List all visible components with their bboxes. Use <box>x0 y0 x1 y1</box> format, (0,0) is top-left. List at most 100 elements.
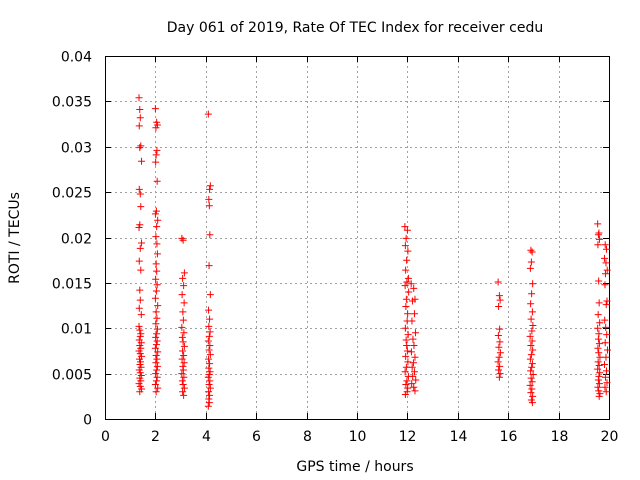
data-point <box>602 388 610 396</box>
data-point <box>152 260 160 268</box>
y-axis-label: ROTI / TECUs <box>7 192 23 284</box>
data-point <box>151 210 159 218</box>
data-point <box>206 315 214 323</box>
data-point <box>595 372 603 380</box>
data-point <box>595 277 603 285</box>
y-tick-label: 0.01 <box>61 322 92 338</box>
data-point <box>206 384 214 392</box>
data-point <box>601 281 609 289</box>
data-point <box>401 242 409 250</box>
data-point <box>180 342 188 350</box>
data-point <box>154 384 162 392</box>
data-point <box>408 297 416 305</box>
data-point <box>153 314 161 322</box>
data-point <box>136 296 144 304</box>
data-point <box>137 266 145 274</box>
data-point <box>403 377 411 385</box>
data-point <box>178 377 186 385</box>
data-point <box>136 286 144 294</box>
data-point <box>596 353 604 361</box>
data-point <box>494 332 502 340</box>
data-point <box>603 266 611 274</box>
data-point <box>179 236 187 244</box>
data-point <box>151 294 159 302</box>
data-point <box>411 329 419 337</box>
data-point <box>135 185 143 193</box>
data-point <box>205 388 213 396</box>
data-point <box>180 282 188 290</box>
data-point <box>153 146 161 154</box>
data-point <box>136 114 144 122</box>
data-point <box>527 315 535 323</box>
data-point <box>152 151 160 159</box>
data-point <box>404 384 412 392</box>
data-point <box>600 254 608 262</box>
x-axis-tick-labels: 0 2 4 6 8 10 12 14 16 18 20 <box>101 429 618 445</box>
data-point <box>595 299 603 307</box>
data-point <box>206 360 214 368</box>
data-point <box>602 245 610 253</box>
data-point <box>529 371 537 379</box>
data-point <box>205 332 213 340</box>
data-point <box>135 322 143 330</box>
data-point <box>528 363 536 371</box>
data-point <box>410 341 418 349</box>
data-point <box>595 349 603 357</box>
data-point <box>529 346 537 354</box>
data-point <box>410 284 418 292</box>
data-point <box>595 340 603 348</box>
data-point <box>136 244 144 252</box>
data-point <box>204 402 212 410</box>
data-point <box>153 281 161 289</box>
data-point <box>407 280 415 288</box>
data-point <box>180 373 188 381</box>
chart-title: Day 061 of 2019, Rate Of TEC Index for r… <box>167 20 543 36</box>
data-point <box>527 246 535 254</box>
data-point <box>404 274 412 282</box>
data-point <box>151 344 159 352</box>
data-point <box>601 270 609 278</box>
data-point <box>528 308 536 316</box>
data-point <box>594 376 602 384</box>
data-point <box>402 295 410 303</box>
data-point <box>602 301 610 309</box>
data-point <box>204 110 212 118</box>
data-point <box>496 362 504 370</box>
data-point <box>594 383 602 391</box>
data-point <box>152 275 160 283</box>
data-point <box>404 358 412 366</box>
data-point <box>401 368 409 376</box>
data-point <box>206 182 214 190</box>
x-axis-label: GPS time / hours <box>296 459 413 475</box>
data-point <box>153 250 161 258</box>
data-point <box>205 306 213 314</box>
data-point <box>526 264 534 272</box>
x-tick-label: 0 <box>101 429 110 445</box>
data-point <box>136 332 144 340</box>
data-point <box>595 330 603 338</box>
data-point <box>602 259 610 267</box>
data-point <box>594 220 602 228</box>
data-point <box>526 355 534 363</box>
data-point <box>403 341 411 349</box>
data-point <box>526 332 534 340</box>
data-point <box>153 355 161 363</box>
data-point <box>206 391 214 399</box>
data-point <box>137 142 145 150</box>
data-point <box>152 124 160 132</box>
x-tick-label: 6 <box>252 429 261 445</box>
data-point <box>137 311 145 319</box>
data-point <box>603 379 611 387</box>
data-point <box>405 288 413 296</box>
data-point <box>178 355 186 363</box>
data-point <box>527 374 535 382</box>
data-point <box>180 299 188 307</box>
y-tick-label: 0.03 <box>61 141 92 157</box>
data-point <box>409 359 417 367</box>
data-point <box>496 338 504 346</box>
data-point <box>496 349 504 357</box>
data-point <box>594 358 602 366</box>
data-point <box>595 392 603 400</box>
data-point <box>528 360 536 368</box>
data-point <box>154 216 162 224</box>
